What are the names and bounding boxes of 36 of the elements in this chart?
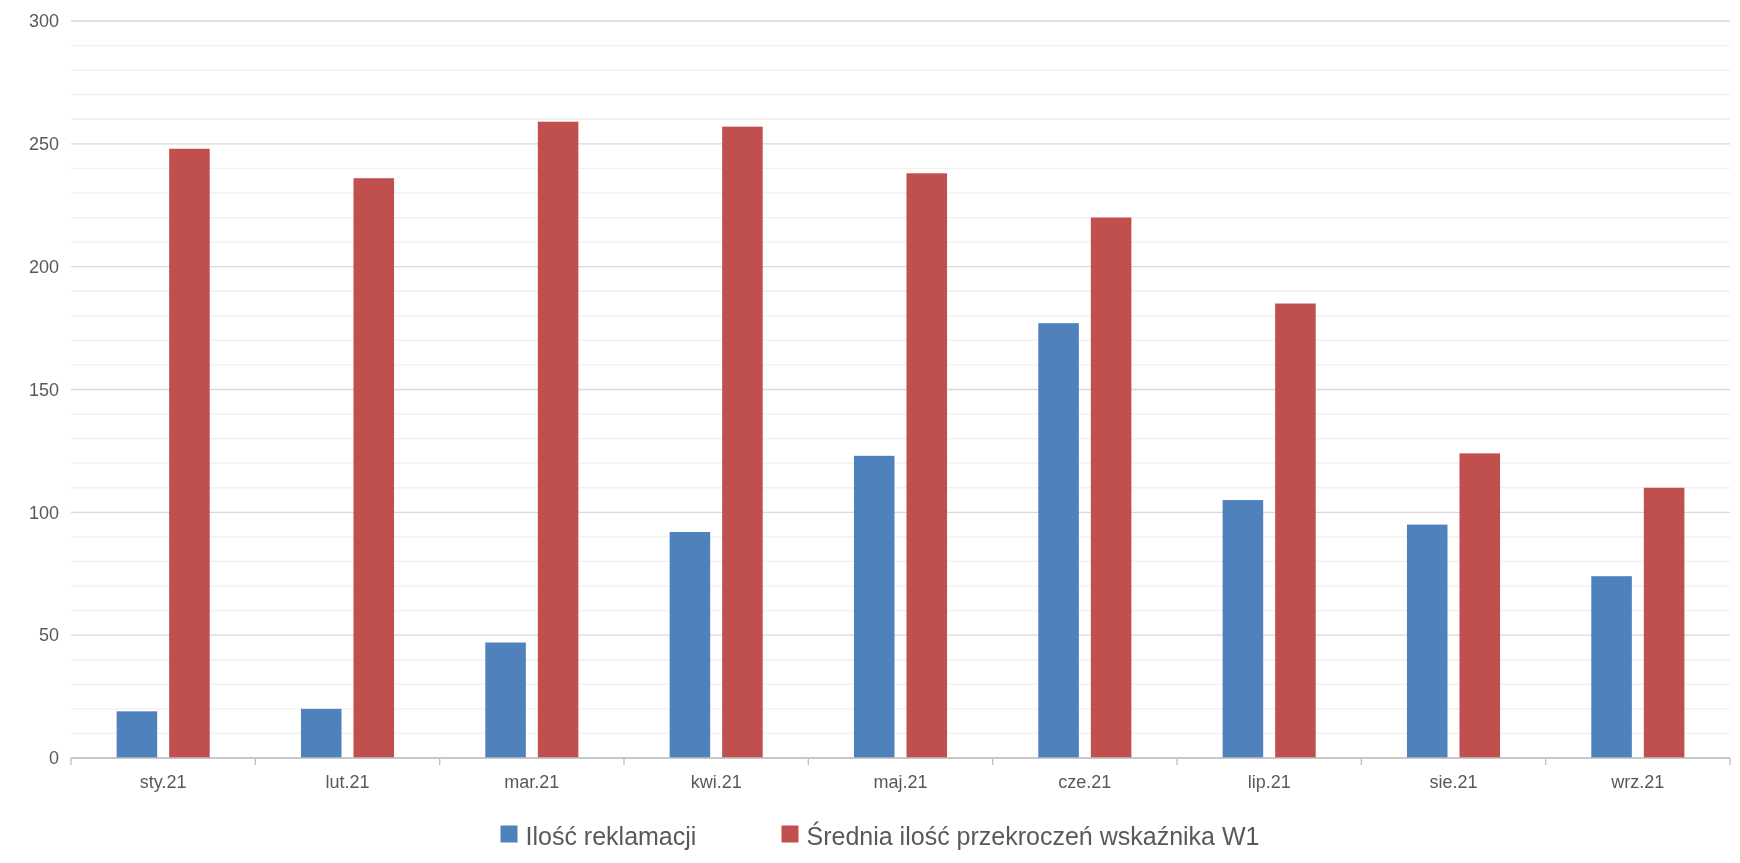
bar: [1406, 524, 1448, 758]
x-tick-label: sie.21: [1429, 772, 1478, 792]
bar: [300, 708, 342, 758]
bar: [169, 148, 210, 758]
bar: [853, 455, 895, 758]
y-tick-label: 150: [28, 379, 59, 400]
bar: [1459, 453, 1501, 758]
bar: [1090, 217, 1132, 758]
bar: [353, 178, 395, 758]
y-tick-label: 50: [38, 625, 59, 646]
bar: [1038, 323, 1079, 758]
bar: [1591, 576, 1632, 758]
bar: [669, 531, 711, 758]
y-tick-label: 100: [28, 502, 59, 523]
bar: [1643, 487, 1685, 758]
bar: [1222, 500, 1264, 758]
y-tick-label: 0: [48, 748, 59, 769]
x-tick-label: wrz.21: [1610, 772, 1665, 792]
y-tick-label: 300: [28, 11, 59, 32]
bar: [116, 711, 158, 758]
x-tick-label: cze.21: [1058, 772, 1112, 792]
bar: [722, 126, 763, 758]
y-tick-label: 200: [28, 256, 59, 277]
x-tick-label: maj.21: [873, 772, 928, 792]
bar: [906, 173, 948, 758]
x-tick-label: lip.21: [1247, 772, 1291, 792]
x-tick-label: kwi.21: [690, 772, 742, 792]
legend-label: Średnia ilość przekroczeń wskaźnika W1: [806, 820, 1260, 850]
bar: [485, 642, 526, 758]
x-tick-label: mar.21: [504, 772, 560, 792]
bar: [537, 121, 579, 758]
y-tick-label: 250: [28, 134, 59, 155]
x-tick-label: lut.21: [325, 772, 370, 792]
legend-label: Ilość reklamacji: [525, 821, 697, 850]
bar: [1275, 303, 1316, 758]
x-tick-label: sty.21: [139, 772, 187, 792]
